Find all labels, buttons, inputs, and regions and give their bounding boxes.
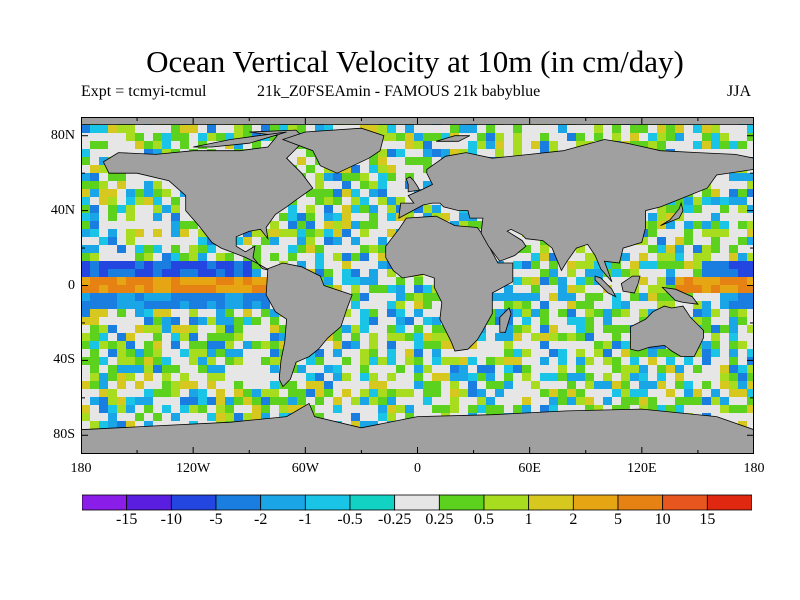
colorbar-label: 0.25 xyxy=(425,511,454,528)
colorbar-label: -1 xyxy=(298,511,312,528)
lon-tick-label: 120W xyxy=(176,461,211,476)
colorbar-swatch xyxy=(662,494,708,511)
landmass-eurasia xyxy=(398,139,754,283)
lon-tick-label: 180 xyxy=(70,461,92,476)
colorbar-swatch xyxy=(126,494,172,511)
lat-tick-label: 80S xyxy=(53,427,75,443)
season-label: JJA xyxy=(727,83,752,100)
colorbar-labels: -15 -10 -5 -2 -1 -0.5 -0.25 0.25 0.5 1 2 5 10 15 xyxy=(0,510,800,534)
experiment-label: Expt = tcmyi-tcmul xyxy=(81,83,207,100)
landmass-new-guinea xyxy=(661,286,699,305)
lon-tick-label: 0 xyxy=(414,461,421,476)
landmass-svalbard xyxy=(436,135,470,142)
landmass-australia xyxy=(630,305,704,357)
colorbar-swatch xyxy=(82,494,128,511)
colorbar-label: -10 xyxy=(160,511,182,528)
colorbar-swatch xyxy=(438,494,485,511)
experiment-description: 21k_Z0FSEAmin - FAMOUS 21k babyblue xyxy=(257,83,541,100)
colorbar-swatch xyxy=(572,494,619,511)
landmass-south-america xyxy=(265,262,353,388)
colorbar-swatch xyxy=(215,494,262,511)
map-title: Ocean Vertical Velocity at 10m (in cm/da… xyxy=(146,44,684,79)
colorbar xyxy=(82,494,752,511)
colorbar-swatch xyxy=(394,494,440,511)
colorbar-label: -0.5 xyxy=(337,511,363,528)
lat-tick-label: 40N xyxy=(50,202,75,218)
landmass-borneo xyxy=(620,275,641,294)
velocity-map xyxy=(81,117,754,454)
colorbar-label: 15 xyxy=(699,511,716,528)
landmass-sumatra xyxy=(594,275,617,298)
landmass-africa xyxy=(385,215,514,352)
colorbar-swatch xyxy=(528,494,574,511)
colorbar-label: -0.25 xyxy=(377,511,412,528)
map-panel xyxy=(81,117,754,454)
colorbar-label: -5 xyxy=(209,511,223,528)
colorbar-label: 10 xyxy=(654,511,671,528)
colorbar-swatch xyxy=(304,494,351,511)
lon-tick-label: 60E xyxy=(518,461,541,476)
colorbar-label: 0.5 xyxy=(474,511,494,528)
colorbar-swatch xyxy=(483,494,530,511)
colorbar-swatch xyxy=(170,494,217,511)
landmass-greenland xyxy=(281,127,385,174)
colorbar-label: -15 xyxy=(115,511,138,528)
landmass-japan xyxy=(660,201,684,226)
landmass-antarctica xyxy=(81,402,754,454)
lat-tick-label: 0 xyxy=(68,277,75,293)
colorbar-swatch xyxy=(260,494,306,511)
colorbar-swatch xyxy=(349,494,396,511)
colorbar-label: 1 xyxy=(524,511,533,528)
colorbar-swatch xyxy=(617,494,664,511)
colorbar-label: -2 xyxy=(253,511,268,528)
colorbar-label: 5 xyxy=(614,511,622,528)
landmass-uk xyxy=(405,176,421,193)
colorbar-swatch xyxy=(706,494,752,511)
landmass-madagascar xyxy=(499,307,512,333)
landmass-arctic-islands xyxy=(193,131,287,148)
lon-tick-label: 60W xyxy=(291,461,319,476)
colorbar-label: 2 xyxy=(569,511,578,528)
lon-tick-label: 120E xyxy=(627,461,657,476)
lat-tick-label: 80N xyxy=(50,127,75,143)
lat-tick-label: 40S xyxy=(53,352,75,368)
tick-marks xyxy=(81,117,754,454)
lon-tick-label: 180 xyxy=(743,461,765,476)
